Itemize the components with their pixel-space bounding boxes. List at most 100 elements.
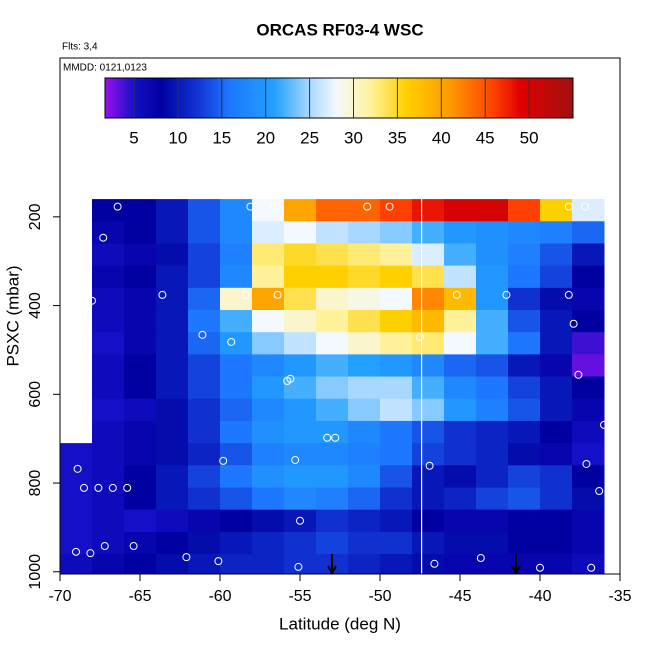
heat-cell — [220, 509, 253, 533]
heat-cell — [284, 310, 317, 333]
heat-cell — [252, 376, 285, 400]
heat-cell — [188, 332, 221, 355]
flight-point — [582, 459, 591, 468]
heat-cell — [156, 310, 189, 333]
flight-point — [80, 483, 88, 492]
heat-cell — [572, 354, 605, 378]
heat-cell — [348, 487, 381, 511]
heat-cell — [188, 199, 221, 222]
heat-cell — [380, 243, 413, 267]
flight-point — [580, 202, 589, 211]
flight-point — [86, 549, 95, 558]
heat-cell — [92, 420, 125, 444]
heat-cell — [284, 554, 317, 574]
heat-cell — [284, 265, 317, 289]
heat-cell — [380, 398, 413, 422]
heat-cell — [508, 465, 541, 488]
heat-cell — [252, 398, 285, 422]
colorbar-tick-label: 50 — [520, 128, 539, 147]
flight-point — [198, 330, 207, 339]
heat-cell — [220, 265, 253, 289]
x-tick-label: -40 — [528, 588, 551, 605]
heat-cell — [92, 554, 125, 574]
heat-cell — [92, 509, 125, 533]
heat-cell — [124, 443, 157, 466]
heat-cell — [316, 310, 349, 333]
colorbar-tick-label: 10 — [168, 128, 187, 147]
heat-cell — [476, 221, 509, 244]
heat-cell — [60, 443, 93, 466]
heat-cell — [540, 310, 573, 333]
heat-cell — [156, 376, 189, 400]
heat-cell — [124, 465, 157, 488]
heat-cell — [252, 465, 285, 488]
heat-cell — [252, 221, 285, 244]
heat-cell — [316, 243, 349, 267]
heat-cell — [412, 265, 445, 289]
heat-cell — [572, 221, 605, 244]
heatmap — [60, 199, 620, 574]
heat-cell — [412, 509, 445, 533]
colorbar-tick-label: 20 — [256, 128, 275, 147]
flight-point — [612, 291, 620, 300]
heat-cell — [540, 398, 573, 422]
heat-cell — [348, 443, 381, 466]
heat-cell — [92, 243, 125, 267]
heat-cell — [188, 221, 221, 244]
heat-cell — [92, 310, 125, 333]
heat-cell — [380, 287, 413, 311]
heat-cell — [220, 243, 253, 267]
heat-cell — [348, 332, 381, 355]
flight-point — [430, 559, 439, 568]
flight-point — [606, 347, 615, 356]
heat-cell — [572, 531, 605, 555]
heat-cell — [348, 531, 381, 555]
flight-point — [88, 296, 96, 305]
x-tick-label: -65 — [128, 588, 151, 605]
heat-cell — [572, 554, 605, 574]
heat-cell — [156, 287, 189, 311]
heat-cell — [572, 443, 605, 466]
heat-cell — [284, 531, 317, 555]
heat-cell — [252, 420, 285, 444]
heat-cell — [124, 221, 157, 244]
x-tick-label: -55 — [288, 588, 311, 605]
heat-cell — [444, 531, 477, 555]
heat-cell — [188, 443, 221, 466]
heat-cell — [412, 376, 445, 400]
heat-cell — [572, 287, 605, 311]
heat-cell — [188, 509, 221, 533]
heat-cell — [156, 531, 189, 555]
heat-cell — [508, 354, 541, 378]
heat-cell — [92, 354, 125, 378]
heat-cell — [188, 531, 221, 555]
x-tick-label: -45 — [448, 588, 471, 605]
heat-cell — [284, 199, 317, 222]
flight-point — [227, 337, 236, 346]
heat-cell — [284, 243, 317, 267]
heat-cell — [540, 554, 573, 574]
heat-cell — [316, 487, 349, 511]
heat-cell — [252, 243, 285, 267]
heat-cell — [188, 376, 221, 400]
heat-cell — [444, 487, 477, 511]
heat-cell — [220, 310, 253, 333]
flight-point — [363, 202, 372, 211]
heat-cell — [156, 332, 189, 355]
heat-cell — [508, 221, 541, 244]
heat-cell — [124, 420, 157, 444]
heat-cell — [252, 332, 285, 355]
heat-cell — [508, 420, 541, 444]
heat-cell — [540, 332, 573, 355]
heat-cell — [540, 287, 573, 311]
heat-cell — [92, 199, 125, 222]
heat-cell — [92, 221, 125, 244]
heat-cell — [444, 509, 477, 533]
heat-cell — [124, 243, 157, 267]
heat-cell — [252, 554, 285, 574]
heat-cell — [508, 376, 541, 400]
heat-cell — [540, 531, 573, 555]
heat-cell — [348, 199, 381, 222]
colorbar-tick-label: 45 — [476, 128, 495, 147]
